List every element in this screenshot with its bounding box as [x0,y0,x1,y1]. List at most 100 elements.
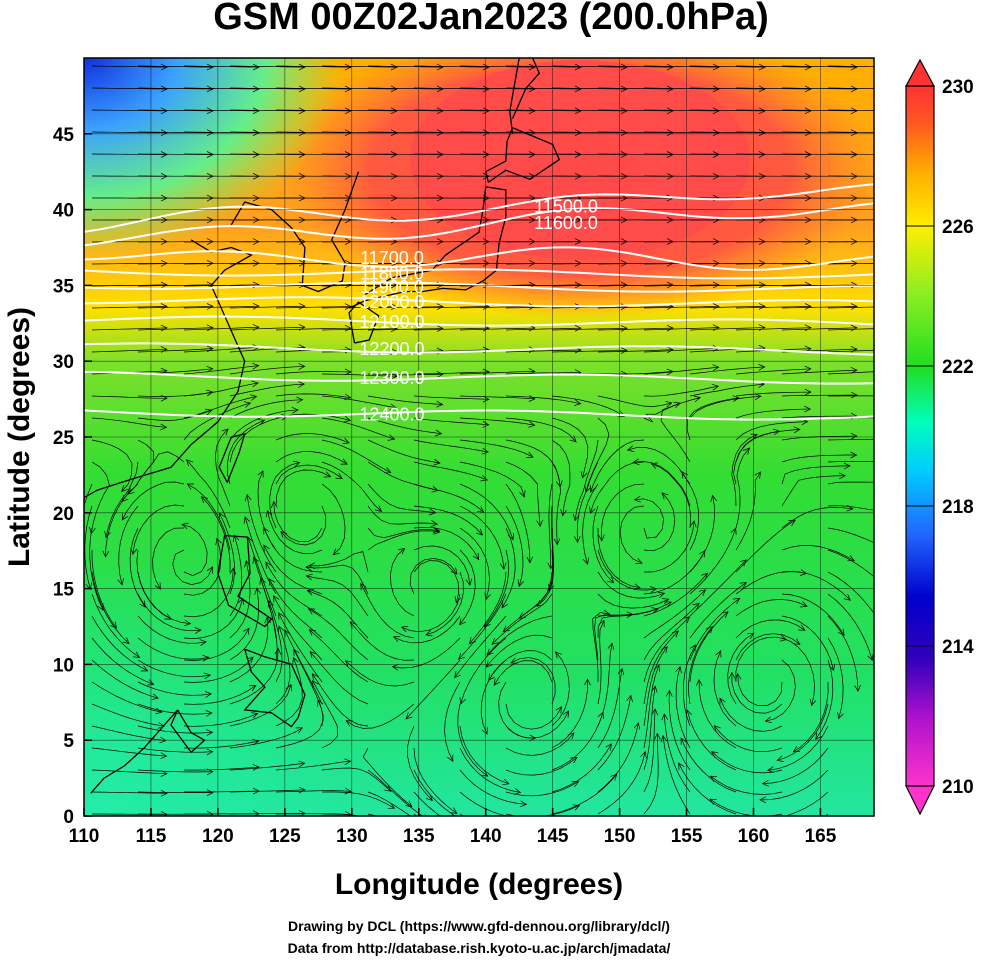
streamline-arrow [758,129,766,137]
streamline [152,527,185,590]
streamline [505,262,582,265]
streamline-arrow [709,798,717,805]
streamline [781,415,857,419]
streamline [183,262,260,265]
streamline [551,65,628,68]
streamline-arrow [160,85,168,93]
streamline-arrow [897,479,903,485]
streamline-arrow [733,597,741,605]
streamline-arrow [897,393,903,399]
streamline [689,528,737,595]
streamline [680,737,737,793]
streamline [597,722,639,793]
streamline [592,612,610,682]
streamline-arrow [250,712,259,719]
streamline [827,153,874,155]
contour-label: 11500.0 [534,197,598,217]
streamline [597,601,672,617]
streamline [505,327,582,331]
streamline-arrow [265,561,272,569]
streamline [551,153,627,155]
coastline [170,709,206,754]
streamline [413,327,490,331]
streamline [275,393,351,399]
x-axis-label: Longitude (degrees) [334,868,624,901]
y-tick-label: 25 [53,428,75,449]
streamline [137,659,211,678]
streamline-arrow [206,303,214,310]
streamline-arrow [897,239,903,245]
streamline-arrow [620,107,628,115]
streamline [127,451,185,495]
streamline-arrow [252,738,260,746]
streamline-arrow [574,281,582,289]
streamline [689,131,766,134]
streamline [458,593,507,660]
streamline [367,131,444,134]
streamline [263,527,323,573]
streamline-arrow [683,616,691,624]
y-tick-label: 10 [53,655,74,676]
streamline-arrow [160,752,168,760]
streamline-arrow [712,129,720,137]
temperature-field [84,58,903,816]
streamline-arrow [574,63,582,71]
streamline-arrow [758,324,766,331]
streamline [321,395,397,409]
streamline [275,699,324,749]
streamline-arrow [843,593,851,601]
streamline [118,505,139,585]
streamline [597,620,605,705]
streamline [505,109,582,112]
streamline [229,326,305,331]
streamline [275,433,350,444]
streamline [229,535,243,617]
streamline [367,439,440,464]
streamline [459,87,536,90]
streamline-arrow [309,651,317,659]
streamline-arrow [206,324,214,332]
streamline [643,733,659,815]
streamline-arrow [897,86,903,92]
streamline-arrow [730,527,737,535]
streamline-arrow [754,393,762,401]
streamline-arrow [715,650,722,658]
streamline [551,131,628,134]
streamline-arrow [344,85,352,93]
streamline [413,769,456,816]
streamline-arrow [635,557,643,565]
streamline-arrow [186,483,194,490]
streamline-arrow [651,685,658,693]
streamline-arrow [194,627,202,634]
streamline-arrow [232,534,240,543]
streamline [137,725,213,734]
streamline-arrow [332,548,340,556]
streamline-arrow [896,511,902,517]
contour-label: 11600.0 [534,213,598,233]
streamline-arrow [484,592,491,601]
streamline-arrow [298,760,306,768]
streamline [401,593,461,633]
streamline-arrow [425,630,433,637]
streamline [91,659,159,699]
streamline [183,305,260,309]
streamline-arrow [571,781,580,788]
streamline [505,349,582,353]
streamline [551,774,618,815]
contour-line [84,268,874,280]
streamline-arrow [661,492,669,500]
streamline-arrow [897,304,903,310]
streamline-arrow [666,368,674,376]
streamline [765,659,796,722]
streamline-arrow [160,107,168,115]
streamline [367,373,444,376]
streamline-arrow [620,85,628,93]
streamline [91,571,130,644]
streamline-arrow [139,600,146,608]
streamline-arrow [243,401,252,408]
streamline [137,791,214,794]
streamline-arrow [252,107,260,115]
streamline-arrow [344,758,352,765]
streamline [263,544,323,595]
